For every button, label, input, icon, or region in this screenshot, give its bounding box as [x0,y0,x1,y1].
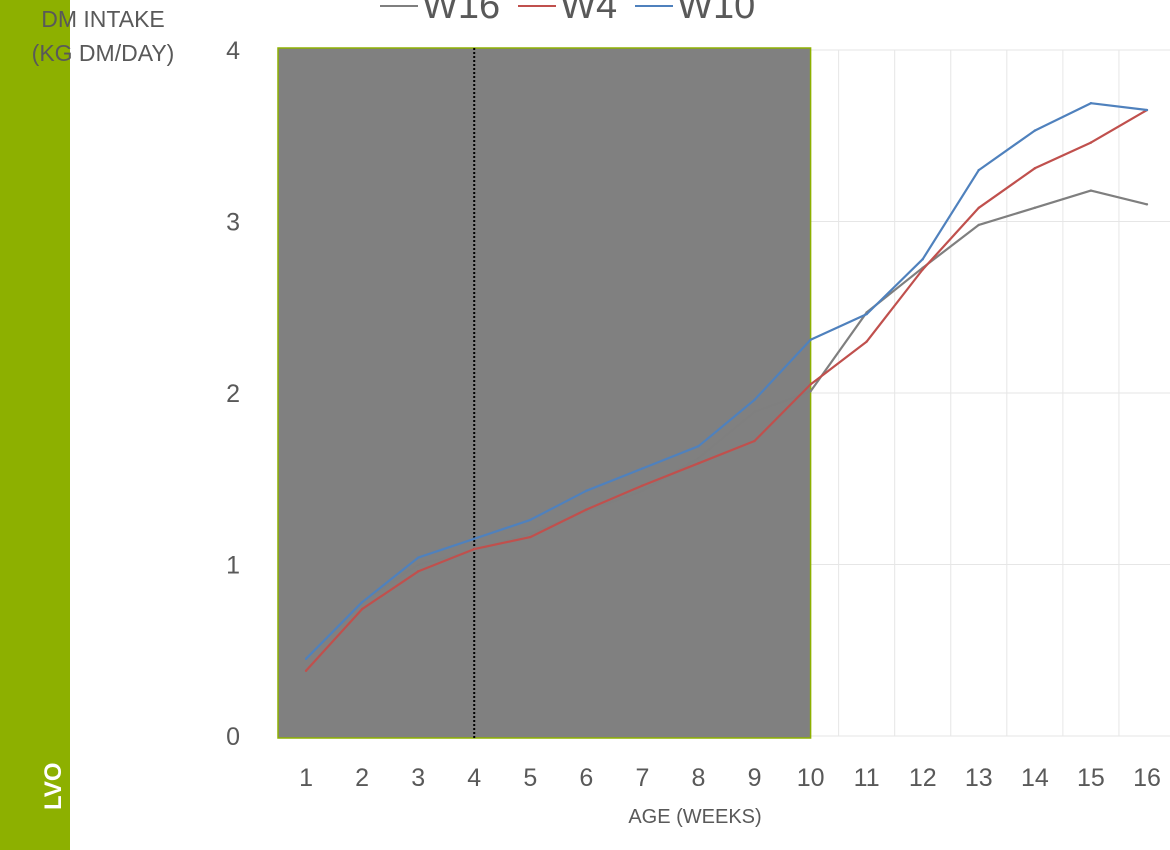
legend-swatch [518,5,557,7]
data-point-w16 [1033,206,1037,209]
data-point-w16 [753,410,756,414]
data-point-w4 [416,570,420,573]
data-point-w10 [809,338,812,342]
data-point-w16 [641,489,644,492]
x-tick-label: 5 [523,764,537,792]
data-point-w10 [865,312,868,316]
data-point-w4 [921,268,924,271]
legend-label: W16 [422,0,501,27]
x-tick-label: 15 [1077,764,1105,792]
data-point-w4 [473,547,476,551]
data-point-w4 [977,206,980,209]
data-point-w16 [1089,189,1093,192]
data-point-w4 [641,484,644,487]
data-point-w10 [416,556,420,559]
legend-swatch [635,5,674,7]
data-point-w10 [977,168,980,172]
data-point-w4 [809,383,812,386]
data-point-w10 [1145,108,1149,112]
legend-item-w10: W10 [635,0,755,28]
y-axis-label-line-2: (KG DM/DAY) [31,40,175,66]
data-point-w4 [304,669,308,673]
legend-swatch [380,5,418,7]
data-point-w10 [921,258,924,261]
series-line-w10 [305,102,1148,660]
x-axis-label: AGE (WEEKS) [628,806,762,828]
legend-label: W4 [560,0,618,27]
data-point-w10 [473,537,476,540]
legend-item-w4: W4 [518,0,617,28]
data-point-w4 [753,439,756,443]
data-point-w10 [585,489,588,492]
x-tick-label: 14 [1021,764,1049,792]
shaded-period-region [277,47,812,739]
y-tick-label: 3 [226,209,240,237]
data-point-w4 [529,535,532,539]
data-point-w10 [697,444,700,448]
y-tick-label: 2 [226,380,240,408]
data-point-w10 [641,467,644,470]
x-tick-label: 16 [1133,764,1161,792]
legend-item-w16: W16 [380,0,500,28]
x-tick-label: 2 [355,764,369,792]
x-tick-label: 3 [411,764,425,792]
data-point-w16 [1145,203,1149,206]
y-axis-label: DM INTAKE (KG DM/DAY) [8,2,198,70]
x-tick-label: 6 [579,764,593,792]
x-tick-label: 4 [467,764,481,792]
y-axis-label-line-1: DM INTAKE [41,6,165,32]
x-tick-label: 10 [797,764,825,792]
x-tick-label: 1 [299,764,313,792]
data-point-w10 [753,398,756,402]
data-point-w10 [1033,129,1037,132]
x-tick-label: 13 [965,764,993,792]
x-tick-label: 8 [692,764,706,792]
y-tick-label: 1 [226,552,240,580]
data-point-w16 [529,532,532,535]
data-point-w10 [304,657,308,661]
data-point-w10 [1089,101,1093,105]
side-accent-bar: LVO [0,0,70,850]
data-point-w10 [360,601,364,604]
x-tick-label: 11 [854,764,880,792]
data-point-w16 [416,563,420,566]
x-tick-label: 9 [748,764,762,792]
data-point-w4 [360,607,364,611]
data-point-w4 [697,462,700,465]
y-tick-label: 0 [226,723,240,751]
data-point-w4 [1089,141,1093,144]
x-tick-label: 7 [635,764,649,792]
data-point-w4 [865,340,868,343]
data-point-w16 [977,223,980,227]
data-point-w16 [809,390,812,393]
series-line-w4 [305,109,1148,672]
data-point-w4 [1033,167,1037,170]
data-point-w10 [529,518,532,522]
data-point-w4 [585,508,588,511]
x-tick-label: 12 [909,764,937,792]
data-point-w16 [697,456,700,460]
y-tick-label: 4 [226,37,240,65]
chart-legend: W16 W4 W10 [380,0,765,34]
series-line-w16 [305,189,1148,660]
legend-label: W10 [677,0,756,27]
